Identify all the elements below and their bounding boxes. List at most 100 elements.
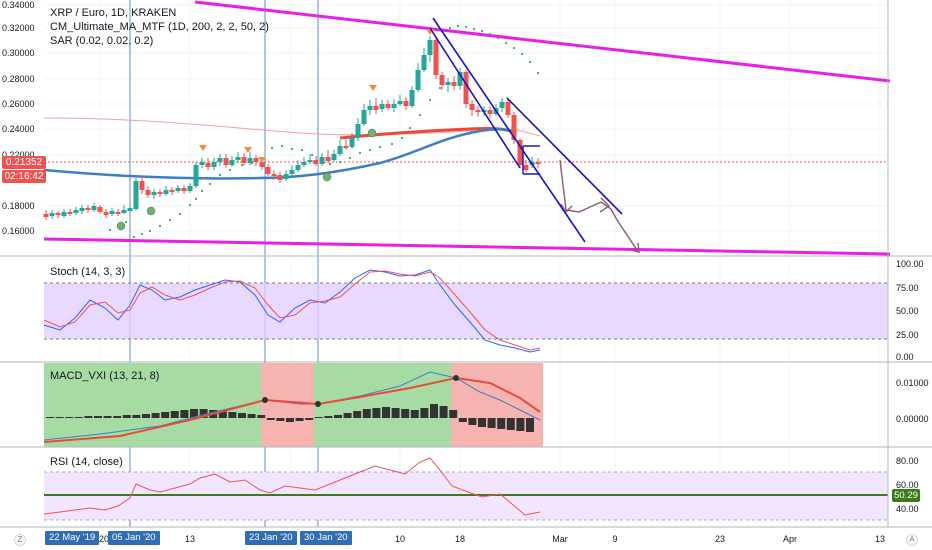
macd-histogram-bar (122, 415, 131, 418)
macd-histogram-bar (516, 418, 525, 431)
macd-histogram-bar (218, 411, 227, 418)
candle-body (205, 163, 211, 167)
candle-body (67, 212, 73, 214)
macd-histogram-bar (314, 417, 323, 418)
macd-histogram-bar (113, 416, 122, 418)
sar-dot (240, 163, 244, 167)
macd-histogram-bar (238, 413, 246, 418)
stoch-title: Stoch (14, 3, 3) (50, 266, 126, 278)
macd-histogram-bar (46, 417, 54, 418)
macd-histogram-bar (170, 411, 179, 418)
macd-histogram-bar (266, 418, 275, 420)
buy-signal-marker (367, 128, 377, 138)
zoom-left-button[interactable]: Z (14, 534, 26, 546)
macd-histogram-bar (295, 418, 304, 421)
macd-histogram-bar (257, 415, 266, 418)
macd-histogram-bar (487, 418, 496, 428)
candle-body (139, 181, 145, 190)
projection-path (559, 159, 638, 251)
sell-signal-marker (258, 157, 266, 163)
sar-dot (158, 224, 162, 228)
price-pane[interactable] (43, 0, 891, 527)
macd-histogram-bar (94, 416, 102, 418)
sar-dot (140, 232, 144, 236)
macd-histogram-bar (65, 417, 74, 418)
sar-dot (496, 36, 500, 40)
sar-dot (456, 24, 460, 28)
candle-body (169, 190, 175, 192)
candle-body (421, 55, 427, 70)
macd-histogram-bar (391, 408, 400, 418)
macd-histogram-bar (132, 415, 141, 418)
candle-body (499, 102, 505, 108)
time-axis-label: 13 (875, 534, 885, 544)
candle-body (523, 165, 529, 170)
sar-dot (438, 86, 442, 90)
consolidation-box (522, 145, 540, 175)
macd-histogram-bar (324, 416, 333, 418)
macd-histogram-bar (372, 408, 381, 418)
macd-histogram-bar (420, 408, 429, 418)
rsi-pane[interactable] (43, 448, 888, 527)
buy-signal-marker (322, 172, 332, 182)
candle-body (241, 157, 247, 163)
macd-cross-marker (315, 401, 321, 407)
candle-body (391, 104, 397, 108)
sar-dot (400, 136, 404, 140)
candle-body (415, 70, 421, 90)
candle-body (457, 72, 463, 86)
macd-histogram-bar (286, 418, 294, 422)
rsi-line (43, 457, 541, 516)
candle-body (133, 181, 139, 209)
candle-body (283, 174, 289, 179)
sar-dot (228, 168, 232, 172)
projection-arrowhead (560, 203, 573, 214)
sar-dot (300, 148, 304, 152)
candle-body (469, 104, 475, 110)
sar-dot (194, 197, 198, 201)
candle-body (259, 162, 265, 167)
price-axis-label: 0.34000 (2, 0, 35, 10)
candle-body (115, 212, 121, 214)
candle-body (103, 212, 109, 215)
channel-lower-line (432, 17, 586, 243)
sar-dot (358, 151, 362, 155)
stoch-k-line (43, 269, 541, 353)
macd-histogram-bar (190, 409, 198, 418)
macd-pane[interactable] (43, 363, 881, 447)
price-axis-label: 0.26000 (2, 99, 35, 109)
sar-dot (348, 156, 352, 160)
macd-histogram-bar (382, 407, 390, 418)
macd-histogram-bar (276, 418, 285, 421)
sar-dot (178, 212, 182, 216)
candle-body (289, 170, 295, 174)
candle-body (277, 175, 283, 180)
price-axis-label: 0.16000 (2, 226, 35, 236)
candle-body (97, 207, 103, 212)
time-axis-label: 18 (455, 534, 465, 544)
stoch-pane[interactable] (43, 258, 888, 362)
candle-body (343, 146, 349, 148)
candle-body (295, 165, 301, 170)
stoch-axis-label: 0.00 (896, 352, 914, 362)
auto-scale-button[interactable]: A (906, 534, 918, 546)
time-axis-label: 13 (185, 534, 195, 544)
sar-dot (528, 60, 532, 64)
candle-body (145, 190, 151, 195)
sar-dot (208, 182, 212, 186)
candle-body (181, 188, 187, 191)
sar-dot (464, 25, 468, 29)
macd-histogram-bar (305, 418, 314, 420)
stoch-axis-label: 75.00 (896, 283, 919, 293)
projection-arrowhead (629, 242, 640, 253)
rsi-value-badge: 50.29 (892, 489, 920, 502)
candle-body (505, 102, 511, 115)
time-axis-label: 9 (612, 534, 617, 544)
legend-symbol: XRP / Euro, 1D, KRAKEN (50, 7, 177, 19)
candle-body (223, 158, 229, 165)
sar-dot (512, 46, 516, 50)
candle-body (157, 192, 163, 194)
macd-histogram-bar (199, 409, 208, 418)
